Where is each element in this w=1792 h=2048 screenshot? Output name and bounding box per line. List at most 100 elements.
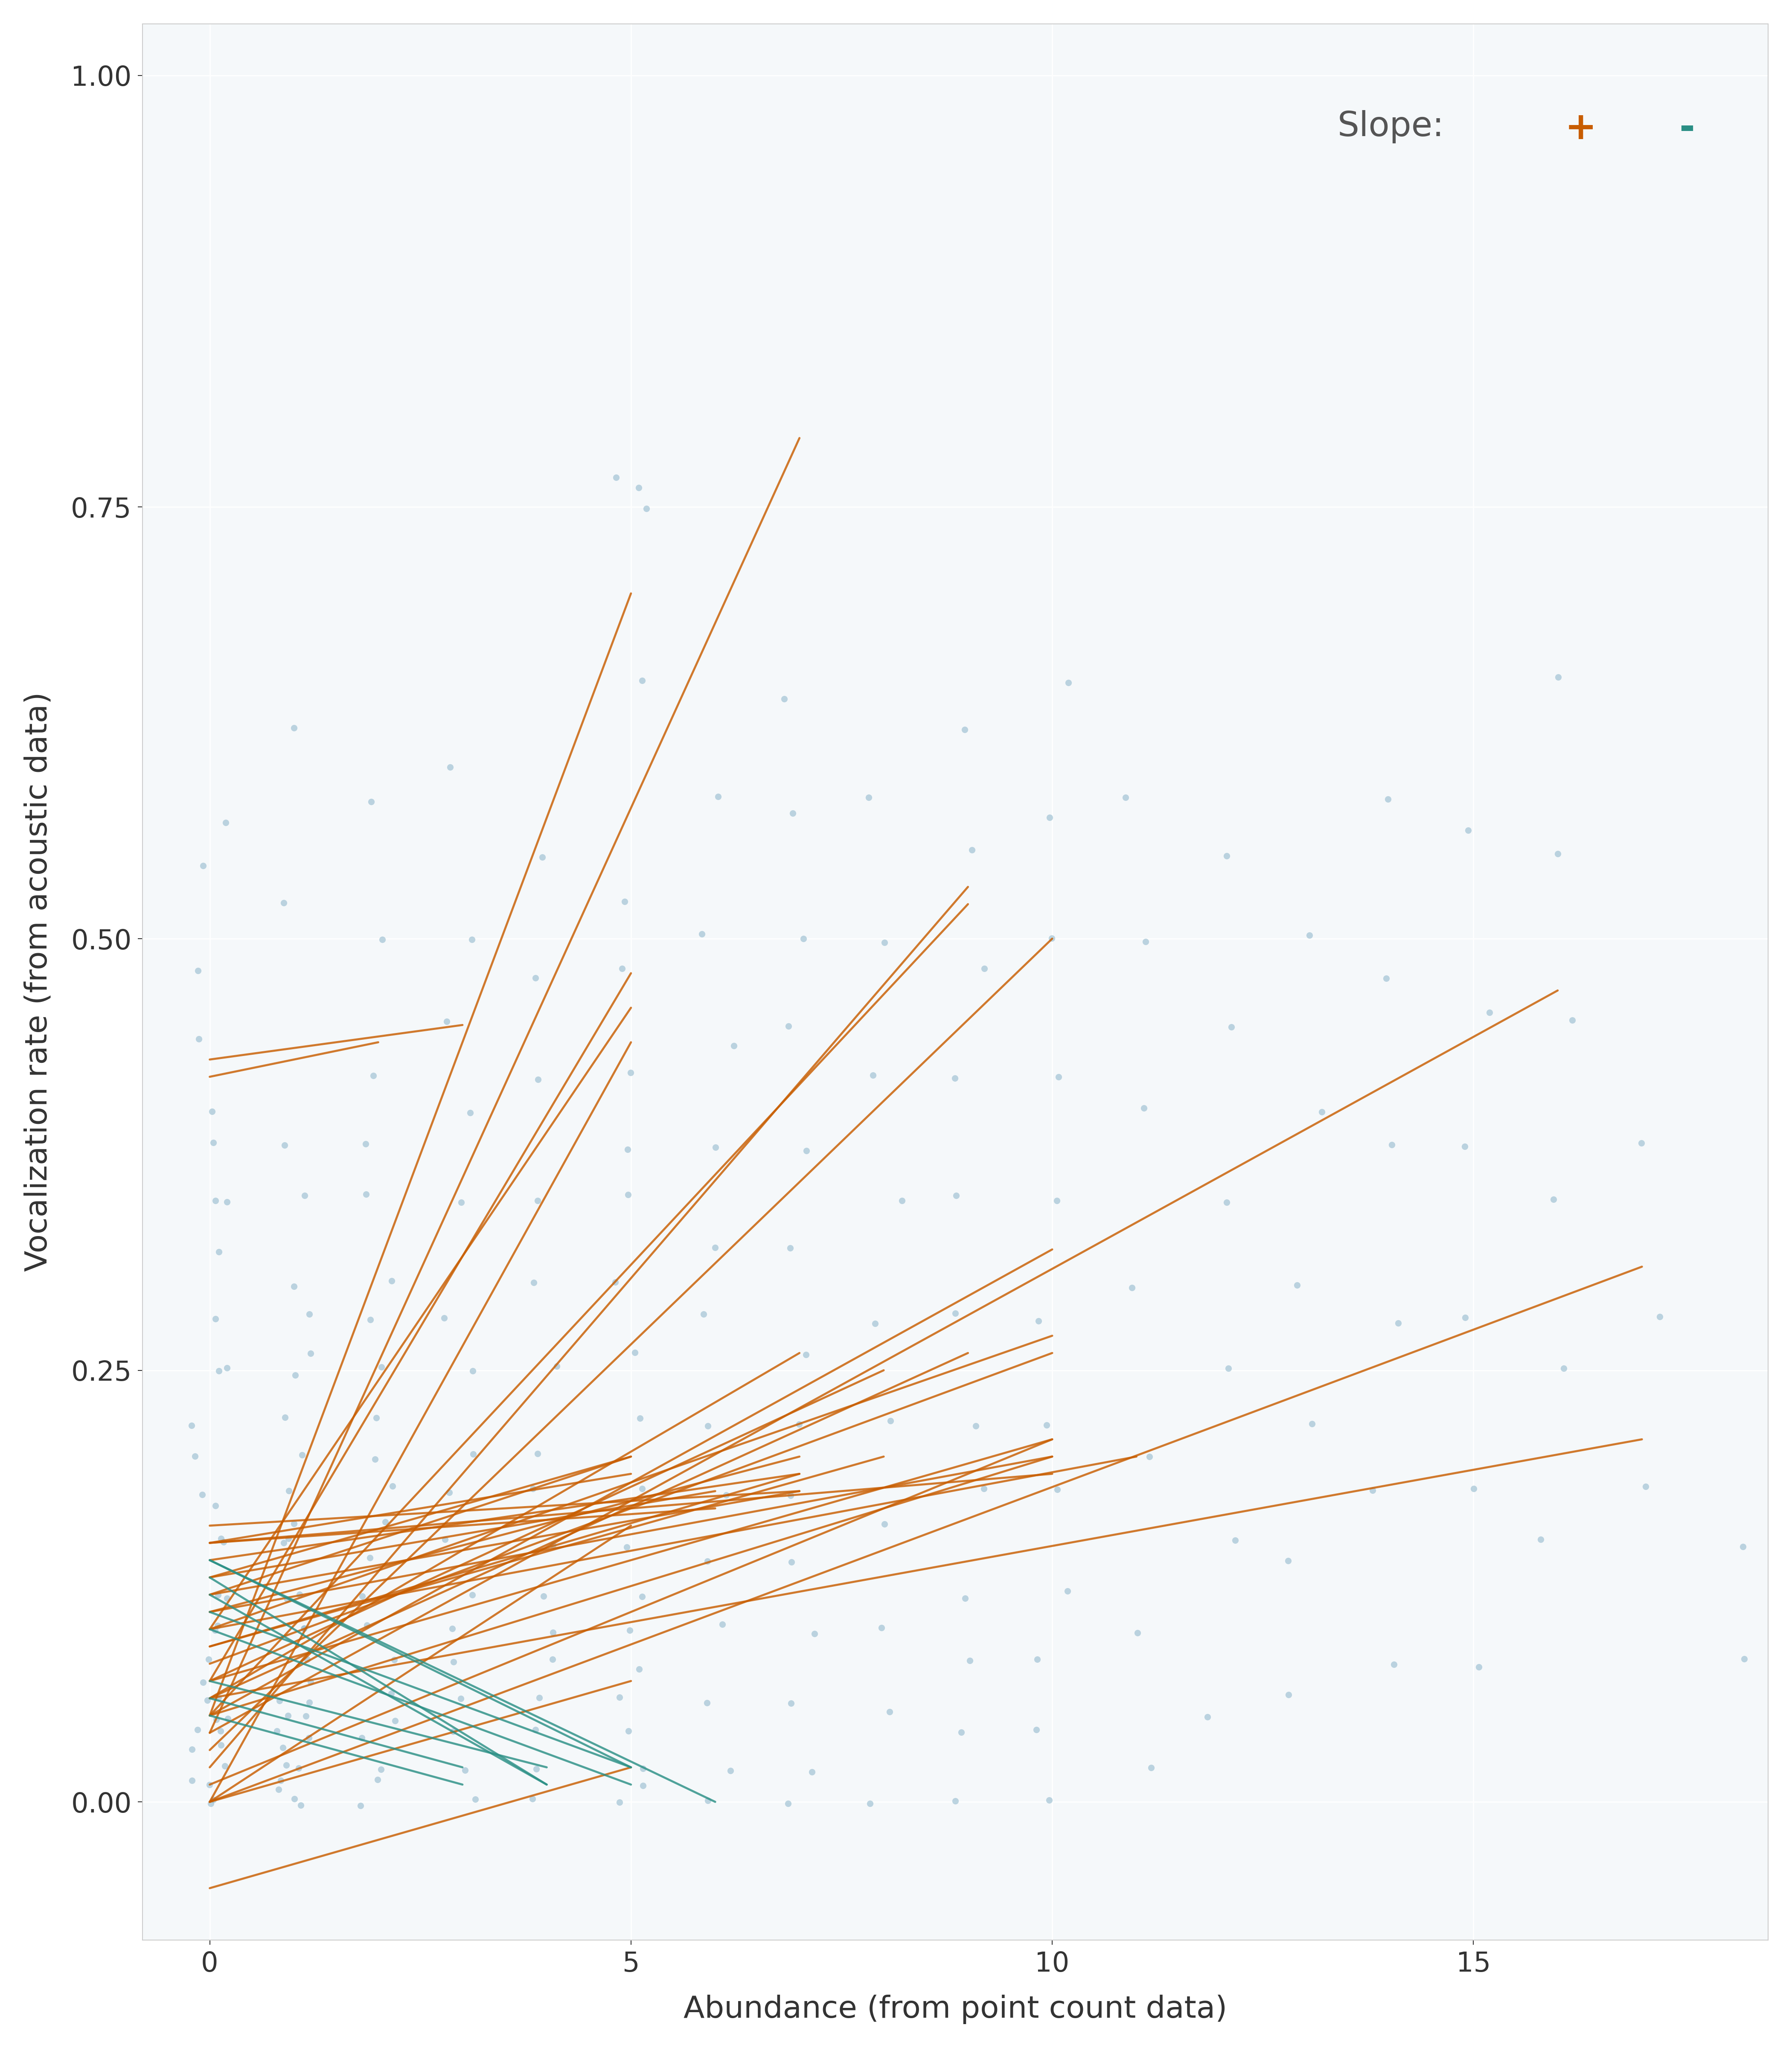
Point [1550,1352,1579,1384]
Point [290,1180,319,1212]
Point [1043,1184,1072,1217]
Point [613,1133,642,1165]
Point [213,1352,242,1384]
Point [269,887,297,920]
Point [792,1337,821,1370]
Point [857,1788,885,1821]
Point [206,1729,235,1761]
Point [776,1479,805,1511]
Point [521,1712,550,1745]
Point [1034,1784,1063,1817]
Point [788,922,817,954]
Point [600,1266,629,1298]
Point [876,1405,905,1438]
Point [543,1350,572,1382]
Point [357,786,385,819]
Point [204,1579,233,1612]
Point [204,1235,233,1268]
Point [1308,1096,1337,1128]
Point [206,1522,235,1554]
Point [346,1790,375,1823]
Point [538,1642,566,1675]
Point [213,1581,242,1614]
Point [281,1358,310,1391]
Point [292,1700,321,1733]
Point [461,1784,489,1817]
Point [952,1581,980,1614]
Point [272,1583,301,1616]
Point [204,1354,233,1386]
Point [1631,1470,1659,1503]
Point [446,1186,475,1219]
Point [267,1763,296,1796]
Point [867,1612,896,1645]
Point [263,1714,292,1747]
Point [290,1612,319,1645]
Point [704,780,733,813]
Point [946,1716,975,1749]
Point [776,1688,805,1720]
Point [1729,1642,1758,1675]
Point [1054,1575,1082,1608]
Text: -: - [1679,111,1695,147]
Point [858,1059,887,1092]
Point [955,1645,984,1677]
Point [1453,813,1482,846]
Point [439,1714,468,1747]
Point [380,1704,409,1737]
Point [351,1128,380,1161]
Y-axis label: Vocalization rate (from acoustic data): Vocalization rate (from acoustic data) [23,692,54,1272]
Point [627,664,656,696]
Point [269,1731,297,1763]
Point [1043,1473,1072,1505]
Point [871,1507,900,1540]
Point [620,1335,649,1368]
Point [1023,1642,1052,1675]
Point [1627,1126,1656,1159]
Point [353,1610,382,1642]
Point [292,1642,321,1675]
Point [1527,1524,1555,1556]
Point [195,1767,224,1800]
Point [294,1720,323,1753]
Point [969,1473,998,1505]
Point [367,1352,396,1384]
Point [1380,1649,1409,1681]
Point [633,492,661,524]
Point [371,1505,400,1538]
Point [1374,782,1403,815]
Point [607,952,636,985]
Point [1296,920,1324,952]
Point [874,1696,903,1729]
Point [181,1440,210,1473]
Point [211,807,240,840]
Point [694,1784,722,1817]
Point [1217,1010,1245,1042]
Point [197,1788,226,1821]
Point [280,1782,308,1815]
Point [357,1303,385,1335]
Point [446,1681,475,1714]
Point [358,1059,387,1092]
Point [785,1407,814,1440]
Point [624,471,652,504]
Point [1025,1305,1054,1337]
Point [1283,1268,1312,1300]
Point [625,1653,654,1686]
Point [1543,838,1572,870]
Point [1452,1300,1480,1333]
Point [177,1763,206,1796]
Point [616,1057,645,1090]
Point [871,926,900,958]
Point [629,1753,658,1786]
Point [271,1128,299,1161]
Point [950,713,978,745]
Point [285,1579,314,1612]
Point [613,1530,642,1563]
Point [432,1006,461,1038]
Point [615,1714,643,1747]
Point [378,1470,407,1503]
Point [199,1126,228,1159]
Point [348,1722,376,1755]
Point [269,1526,297,1559]
